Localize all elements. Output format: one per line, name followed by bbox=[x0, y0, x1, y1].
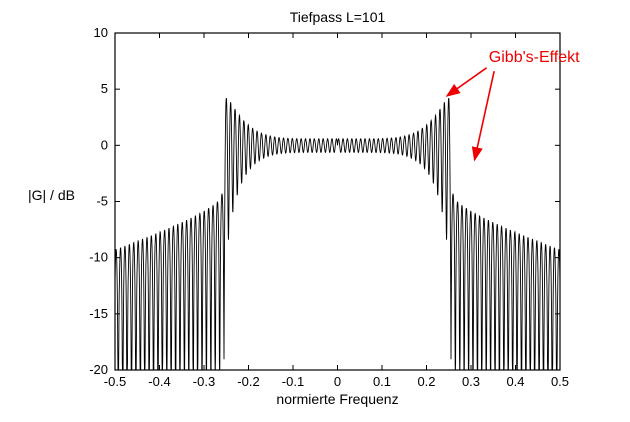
x-tick-label: -0.2 bbox=[237, 374, 259, 389]
x-tick-label: -0.1 bbox=[282, 374, 304, 389]
x-tick-label: 0 bbox=[334, 374, 341, 389]
y-tick-label: -10 bbox=[89, 250, 108, 265]
plot-border bbox=[114, 32, 561, 371]
y-tick-label: -20 bbox=[89, 362, 108, 377]
x-tick-label: 0.2 bbox=[417, 374, 435, 389]
response-curve bbox=[114, 97, 561, 371]
chart-title: Tiefpass L=101 bbox=[289, 9, 386, 25]
gibbs-effect-annotation: Gibb's-Effekt bbox=[488, 48, 580, 66]
y-tick-label: 10 bbox=[94, 25, 108, 40]
x-tick-label: 0.3 bbox=[462, 374, 480, 389]
y-tick-label: -5 bbox=[96, 194, 108, 209]
x-tick-label: -0.4 bbox=[148, 374, 170, 389]
annotation-arrow bbox=[445, 67, 488, 97]
x-tick-label: 0.5 bbox=[551, 374, 569, 389]
x-tick-label: 0.4 bbox=[506, 374, 524, 389]
x-tick-label: 0.1 bbox=[373, 374, 391, 389]
y-tick-label: 0 bbox=[101, 137, 108, 152]
x-axis-label: normierte Frequenz bbox=[276, 391, 399, 407]
y-tick-label: 5 bbox=[101, 81, 108, 96]
x-tick-label: -0.3 bbox=[193, 374, 215, 389]
x-tick-label: -0.5 bbox=[104, 374, 126, 389]
annotation-arrow bbox=[471, 71, 495, 162]
y-tick-label: -15 bbox=[89, 306, 108, 321]
y-axis-label: |G| / dB bbox=[28, 187, 75, 203]
